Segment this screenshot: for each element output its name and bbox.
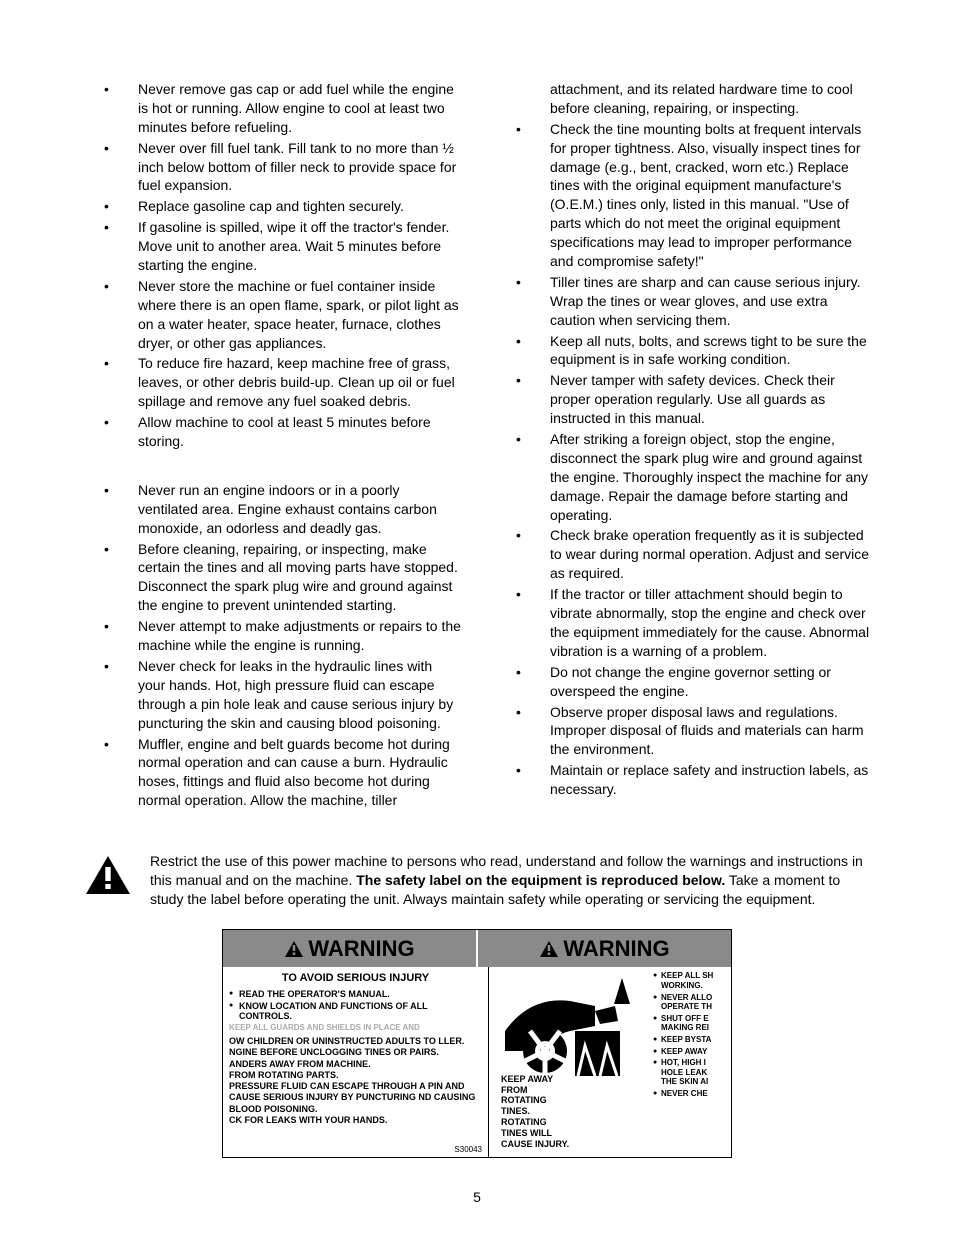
list-item: Muffler, engine and belt guards become h… [80, 735, 462, 811]
group-spacer [80, 453, 462, 481]
safety-label-reproduction: WARNING WARNING TO AVOID SERIOUS INJURY … [222, 929, 732, 1159]
cutoff-line: CK FOR LEAKS WITH YOUR HANDS. [229, 1115, 482, 1126]
cutoff-line: PRESSURE FLUID CAN ESCAPE THROUGH A PIN … [229, 1081, 482, 1115]
label-subheading: TO AVOID SERIOUS INJURY [229, 971, 482, 986]
list-item: If the tractor or tiller attachment shou… [492, 585, 874, 661]
side-item: SHUT OFF E MAKING REI [653, 1014, 725, 1033]
tiller-pictogram [500, 976, 630, 1086]
left-column: Never remove gas cap or add fuel while t… [80, 80, 462, 812]
label-left-panel: TO AVOID SERIOUS INJURY READ THE OPERATO… [223, 967, 489, 1157]
side-item: HOT, HIGH I HOLE LEAK THE SKIN AI [653, 1058, 725, 1087]
list-item: Maintain or replace safety and instructi… [492, 761, 874, 799]
continuation-text: attachment, and its related hardware tim… [492, 80, 874, 118]
cutoff-line: FROM ROTATING PARTS. [229, 1070, 482, 1081]
list-item: Never check for leaks in the hydraulic l… [80, 657, 462, 733]
list-item: Never attempt to make adjustments or rep… [80, 617, 462, 655]
right-column: attachment, and its related hardware tim… [492, 80, 874, 812]
list-item: Tiller tines are sharp and can cause ser… [492, 273, 874, 330]
label-right-panel: KEEP AWAY FROM ROTATING TINES. ROTATING … [489, 967, 731, 1157]
label-right-side-items: KEEP ALL SH WORKING. NEVER ALLO OPERATE T… [653, 971, 725, 1153]
two-column-layout: Never remove gas cap or add fuel while t… [80, 80, 874, 812]
list-item: Never remove gas cap or add fuel while t… [80, 80, 462, 137]
alert-icon [539, 940, 559, 958]
list-item: After striking a foreign object, stop th… [492, 430, 874, 524]
cutoff-line: ANDERS AWAY FROM MACHINE. [229, 1059, 482, 1070]
label-faded-line: KEEP ALL GUARDS AND SHIELDS IN PLACE AND [229, 1023, 482, 1034]
list-item: Never run an engine indoors or in a poor… [80, 481, 462, 538]
label-body: TO AVOID SERIOUS INJURY READ THE OPERATO… [223, 967, 731, 1157]
warning-triangle-icon [84, 854, 132, 901]
side-item: KEEP ALL SH WORKING. [653, 971, 725, 990]
alert-icon [284, 940, 304, 958]
list-item: Check brake operation frequently as it i… [492, 526, 874, 583]
label-left-items: READ THE OPERATOR'S MANUAL. KNOW LOCATION… [229, 989, 482, 1021]
list-item: Never over fill fuel tank. Fill tank to … [80, 139, 462, 196]
cutoff-line: NGINE BEFORE UNCLOGGING TINES OR PAIRS. [229, 1047, 482, 1058]
list-item: Check the tine mounting bolts at frequen… [492, 120, 874, 271]
list-item: KNOW LOCATION AND FUNCTIONS OF ALL CONTR… [229, 1001, 482, 1022]
list-item: Do not change the engine governor settin… [492, 663, 874, 701]
side-item: KEEP BYSTA [653, 1035, 725, 1045]
right-bullet-group: Check the tine mounting bolts at frequen… [492, 120, 874, 799]
label-header-row: WARNING WARNING [223, 930, 731, 968]
list-item: Keep all nuts, bolts, and screws tight t… [492, 332, 874, 370]
warning-word-right: WARNING [563, 934, 669, 964]
list-item: If gasoline is spilled, wipe it off the … [80, 218, 462, 275]
warning-word-left: WARNING [308, 934, 414, 964]
left-bullet-group-1: Never remove gas cap or add fuel while t… [80, 80, 462, 451]
list-item: Allow machine to cool at least 5 minutes… [80, 413, 462, 451]
page-number: 5 [80, 1188, 874, 1207]
list-item: READ THE OPERATOR'S MANUAL. [229, 989, 482, 999]
side-item: NEVER CHE [653, 1089, 725, 1099]
list-item: Before cleaning, repairing, or inspectin… [80, 540, 462, 616]
list-item: Observe proper disposal laws and regulat… [492, 703, 874, 760]
safety-text-bold: The safety label on the equipment is rep… [356, 872, 725, 888]
list-item: To reduce fire hazard, keep machine free… [80, 354, 462, 411]
label-pictogram-area: KEEP AWAY FROM ROTATING TINES. ROTATING … [495, 971, 653, 1153]
list-item: Never tamper with safety devices. Check … [492, 371, 874, 428]
safety-restriction-text: Restrict the use of this power machine t… [150, 852, 870, 909]
rotating-tines-caption: KEEP AWAY FROM ROTATING TINES. ROTATING … [501, 1074, 573, 1150]
cutoff-line: OW CHILDREN OR UNINSTRUCTED ADULTS TO LL… [229, 1036, 482, 1047]
side-item: KEEP AWAY [653, 1047, 725, 1057]
warning-header-left: WARNING [223, 930, 478, 968]
warning-header-right: WARNING [478, 930, 731, 968]
label-cutoff-text: OW CHILDREN OR UNINSTRUCTED ADULTS TO LL… [229, 1036, 482, 1126]
left-bullet-group-2: Never run an engine indoors or in a poor… [80, 481, 462, 810]
safety-restriction-block: Restrict the use of this power machine t… [80, 852, 874, 909]
label-reference-number: S30043 [454, 1145, 482, 1156]
list-item: Never store the machine or fuel containe… [80, 277, 462, 353]
side-item: NEVER ALLO OPERATE TH [653, 993, 725, 1012]
list-item: Replace gasoline cap and tighten securel… [80, 197, 462, 216]
